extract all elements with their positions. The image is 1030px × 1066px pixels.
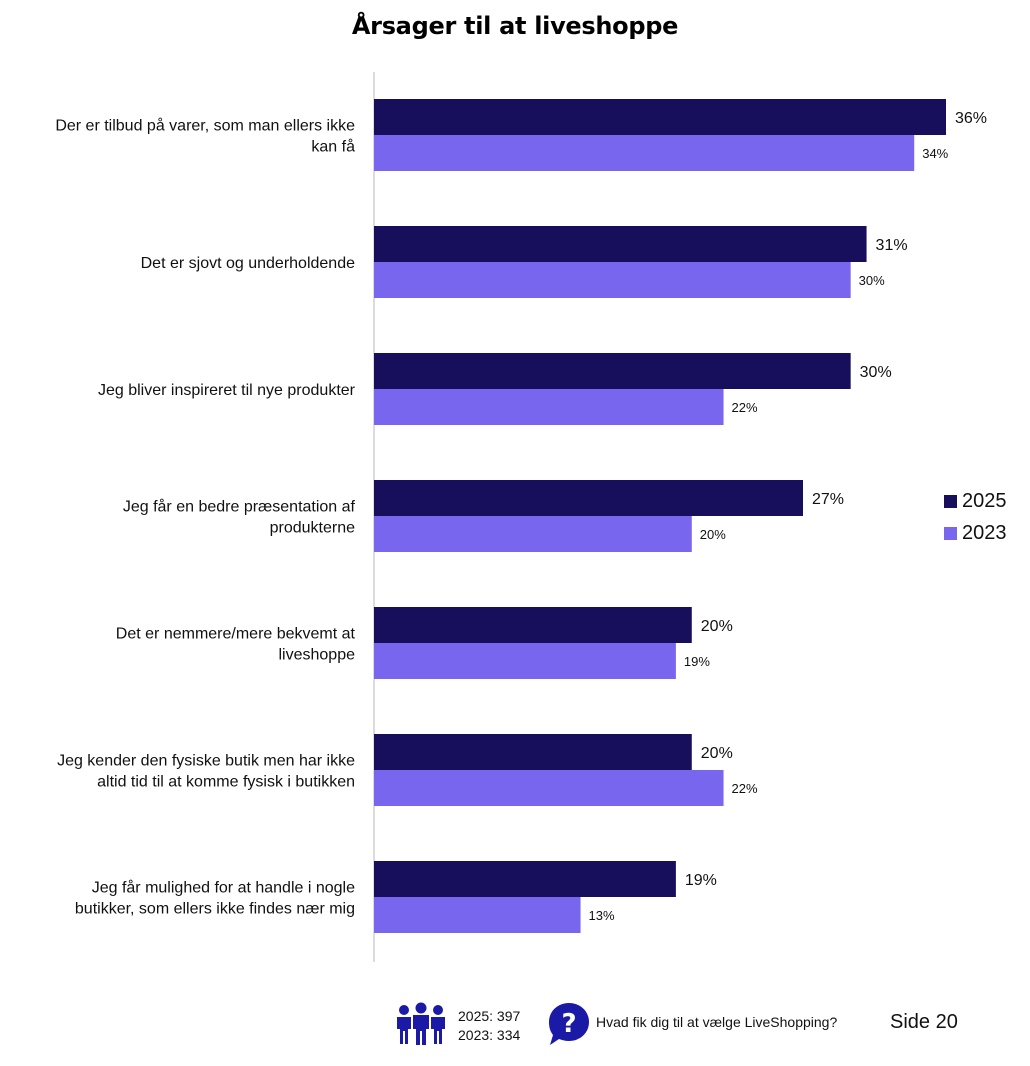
data-label-2023: 19% — [684, 654, 710, 669]
legend-label-2025: 2025 — [962, 489, 1007, 512]
bar-2023 — [374, 516, 692, 552]
sample-2025: 2025: 397 — [458, 1008, 521, 1024]
data-label-2023: 22% — [732, 400, 758, 415]
bar-2025 — [374, 99, 946, 135]
bar-2025 — [374, 226, 867, 262]
data-label-2025: 20% — [701, 618, 733, 635]
bar-2023 — [374, 135, 915, 171]
legend-item-2025: 2025 — [944, 485, 1007, 517]
bar-2025 — [374, 480, 803, 516]
legend-swatch-2023 — [944, 526, 957, 540]
data-label-2023: 20% — [700, 527, 726, 542]
svg-text:?: ? — [561, 1009, 576, 1039]
data-label-2025: 20% — [701, 745, 733, 762]
data-label-2023: 34% — [922, 146, 948, 161]
data-label-2025: 19% — [685, 872, 717, 889]
category-label: Det er sjovt og underholdende — [141, 255, 355, 272]
category-label: Jeg bliver inspireret til nye produkter — [98, 382, 356, 399]
category-label: Jeg får mulighed for at handle i nogle bu… — [75, 879, 355, 918]
bar-2025 — [374, 607, 692, 643]
category-label: Det er nemmere/mere bekvemt at liveshoppe — [116, 626, 356, 664]
legend-swatch-2025 — [944, 494, 957, 508]
bar-2025 — [374, 861, 676, 897]
data-label-2023: 22% — [732, 781, 758, 796]
category-label: Jeg kender den fysiske butik men har ikk… — [57, 753, 355, 791]
legend-item-2023: 2023 — [944, 517, 1007, 549]
bar-2023 — [374, 389, 724, 425]
footer: 2025: 397 2023: 334 ? Hvad fik dig til a… — [0, 1000, 1030, 1050]
data-label-2025: 31% — [876, 237, 908, 254]
legend-label-2023: 2023 — [962, 521, 1007, 544]
chart-title: Årsager til at liveshoppe — [351, 12, 679, 40]
data-label-2025: 30% — [860, 364, 892, 381]
data-label-2025: 36% — [955, 110, 987, 127]
sample-2023: 2023: 334 — [458, 1027, 521, 1043]
data-label-2023: 13% — [589, 908, 615, 923]
bar-2023 — [374, 897, 581, 933]
legend: 2025 2023 — [944, 485, 1007, 549]
bar-2023 — [374, 643, 676, 679]
sample-sizes: 2025: 397 2023: 334 — [458, 1007, 520, 1045]
bar-2025 — [374, 734, 692, 770]
bar-chart: 36% 34% Der er tilbud på varer, som man el… — [55, 72, 987, 962]
data-label-2023: 30% — [859, 273, 885, 288]
category-label: Jeg får en bedre præsentation af produkte… — [123, 498, 356, 537]
page-number: Side 20 — [890, 1011, 958, 1033]
bar-2023 — [374, 262, 851, 298]
people-icon — [397, 1002, 445, 1045]
question-icon: ? — [549, 1003, 589, 1045]
category-label: Der er tilbud på varer, som man ellers i… — [55, 117, 355, 156]
bar-2025 — [374, 353, 851, 389]
bar-2023 — [374, 770, 724, 806]
survey-question: Hvad fik dig til at vælge LiveShopping? — [596, 1014, 838, 1030]
data-label-2025: 27% — [812, 491, 844, 508]
